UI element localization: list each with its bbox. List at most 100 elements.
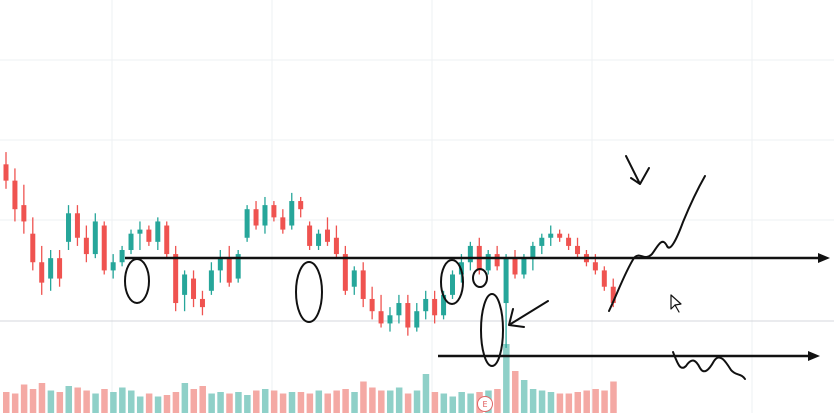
candle-body <box>450 274 455 295</box>
candle <box>208 262 214 295</box>
candle <box>92 213 98 259</box>
candle <box>164 221 170 259</box>
candle <box>414 303 420 332</box>
candle <box>199 290 205 316</box>
candle-body <box>101 225 107 271</box>
candle-body <box>12 180 18 210</box>
candle <box>351 266 357 295</box>
candle <box>289 192 295 230</box>
volume-bars <box>3 344 617 413</box>
candle <box>271 201 277 222</box>
candle-body <box>173 254 179 304</box>
volume-bar <box>395 387 403 413</box>
volume-bar <box>297 392 305 413</box>
candle-body <box>235 254 241 279</box>
volume-bar <box>601 390 608 413</box>
candle <box>566 233 572 250</box>
candle <box>369 286 375 320</box>
candle <box>324 217 330 246</box>
volume-bar <box>163 395 171 413</box>
candle-body <box>503 258 509 304</box>
candle <box>548 225 554 246</box>
candle-body <box>280 217 286 230</box>
candle-body <box>155 221 161 242</box>
volume-bar <box>520 380 528 413</box>
volume-bar <box>574 392 582 413</box>
candle <box>387 307 393 332</box>
volume-bar <box>422 374 430 413</box>
earnings-marker[interactable]: E <box>477 396 493 412</box>
volume-bar <box>20 384 28 413</box>
candle <box>217 250 223 283</box>
candle-body <box>575 245 581 255</box>
touch-ellipse-3 <box>440 259 464 305</box>
candle <box>512 250 518 279</box>
volume-bar <box>92 393 99 413</box>
candle <box>119 245 125 267</box>
candles <box>3 152 616 348</box>
candle <box>280 209 286 234</box>
candle-body <box>83 237 89 255</box>
candle-body <box>360 270 366 299</box>
volume-bar <box>29 389 37 413</box>
candle <box>110 254 116 279</box>
volume-bar <box>244 395 251 413</box>
candle-body <box>592 262 598 271</box>
candle <box>253 201 259 230</box>
volume-bar <box>136 396 144 413</box>
volume-bar <box>529 389 537 413</box>
candle <box>155 217 161 250</box>
volume-bar <box>342 389 349 413</box>
volume-bar <box>47 390 55 413</box>
volume-bar <box>494 389 501 413</box>
candle-body <box>601 270 607 287</box>
candle-body <box>414 311 420 328</box>
volume-bar <box>538 390 546 413</box>
volume-bar <box>351 392 358 413</box>
candle-body <box>199 298 205 308</box>
candle-body <box>387 315 393 324</box>
volume-bar <box>360 381 367 413</box>
candle-body <box>610 286 616 304</box>
volume-bar <box>199 386 206 413</box>
candle-body <box>557 233 563 238</box>
volume-bar <box>181 383 189 413</box>
candle <box>146 225 152 246</box>
candle-body <box>74 213 80 238</box>
volume-bar <box>217 392 224 413</box>
candle <box>262 196 268 234</box>
candle-body <box>298 201 304 210</box>
touch-ellipse-2 <box>295 261 323 323</box>
pointer-arrow-icon <box>508 300 549 328</box>
candle-body <box>405 303 411 328</box>
candle-body <box>244 209 250 238</box>
candle <box>226 245 232 287</box>
candle-body <box>182 274 188 295</box>
candle-body <box>512 258 518 275</box>
projected-path <box>608 175 706 312</box>
candle-body <box>164 225 170 255</box>
candle <box>244 205 250 242</box>
candle-body <box>539 237 545 246</box>
volume-bar <box>458 392 465 413</box>
candle-body <box>485 254 491 271</box>
candle <box>405 294 411 336</box>
candle-body <box>226 258 232 283</box>
candle-body <box>369 298 375 312</box>
candle <box>432 290 438 324</box>
candle-body <box>3 164 9 181</box>
candle <box>423 290 429 320</box>
candle-body <box>351 270 357 287</box>
volume-bar <box>512 371 519 413</box>
volume-bar <box>279 393 287 413</box>
volume-bar <box>449 396 456 413</box>
volume-bar <box>208 393 215 413</box>
candle-body <box>128 233 134 250</box>
resistance-arrowhead <box>818 253 830 263</box>
volume-bar <box>467 393 474 413</box>
candle <box>342 245 348 295</box>
volume-bar <box>592 389 599 413</box>
